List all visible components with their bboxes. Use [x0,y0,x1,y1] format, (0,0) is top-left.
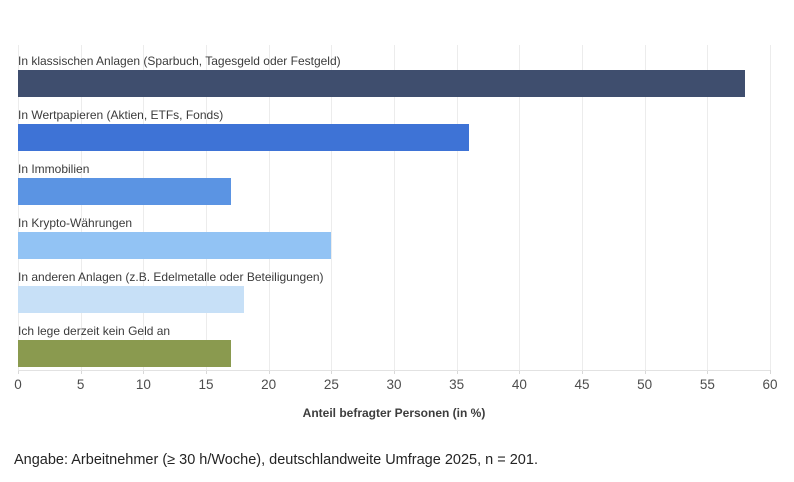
x-gridline [644,45,646,370]
x-tick-mark [206,370,207,374]
x-tick-label: 25 [323,377,339,392]
x-tick-mark [331,370,333,374]
x-tick-mark [268,370,270,374]
x-tick-mark [707,370,709,374]
chart-bar [18,232,332,259]
bar-category-label: In Krypto-Währungen [18,216,133,230]
x-gridline [331,45,333,370]
x-tick-label: 55 [699,377,715,392]
x-gridline [268,45,270,370]
x-gridline [80,45,82,370]
bar-category-label: In klassischen Anlagen (Sparbuch, Tagesg… [18,54,341,68]
x-tick-mark [644,370,646,374]
x-tick-label: 50 [637,377,653,392]
x-gridline [582,45,583,370]
footer-note: Angabe: Arbeitnehmer (≥ 30 h/Woche), deu… [14,452,538,468]
bar-category-label: Ich lege derzeit kein Geld an [18,324,171,338]
x-gridline [394,45,395,370]
x-tick-mark [519,370,521,374]
x-tick-label: 60 [762,377,778,392]
x-tick-label: 45 [574,377,590,392]
x-gridline [143,45,145,370]
bar-category-label: In Immobilien [18,162,90,176]
chart-bar [18,70,745,97]
chart-bar [18,124,470,151]
x-tick-mark [80,370,82,374]
x-axis-title: Anteil befragter Personen (in %) [302,406,486,420]
x-tick-label: 0 [14,377,22,392]
x-gridline [519,45,521,370]
x-tick-label: 40 [511,377,527,392]
x-gridline [18,45,19,370]
bar-category-label: In Wertpapieren (Aktien, ETFs, Fonds) [18,108,224,122]
chart-bar [18,286,244,313]
x-tick-label: 5 [76,377,85,392]
bar-category-label: In anderen Anlagen (z.B. Edelmetalle ode… [18,270,324,284]
x-axis-line [18,370,770,371]
x-tick-label: 20 [261,377,277,392]
x-tick-mark [143,370,145,374]
x-tick-mark [770,370,771,374]
x-tick-label: 15 [198,377,214,392]
x-tick-mark [582,370,583,374]
x-gridline [707,45,709,370]
chart-bar [18,178,232,205]
x-tick-label: 35 [449,377,465,392]
chart-bar [18,340,232,367]
x-gridline [206,45,207,370]
x-tick-mark [18,370,19,374]
x-tick-label: 30 [386,377,402,392]
x-tick-mark [456,370,458,374]
bar-chart: 0 5 10 15 20 25 30 35 40 45 50 55 60 In klassischen A… [14,45,778,420]
x-gridline [456,45,458,370]
x-tick-label: 10 [135,377,151,392]
x-tick-mark [394,370,395,374]
x-gridline [770,45,771,370]
